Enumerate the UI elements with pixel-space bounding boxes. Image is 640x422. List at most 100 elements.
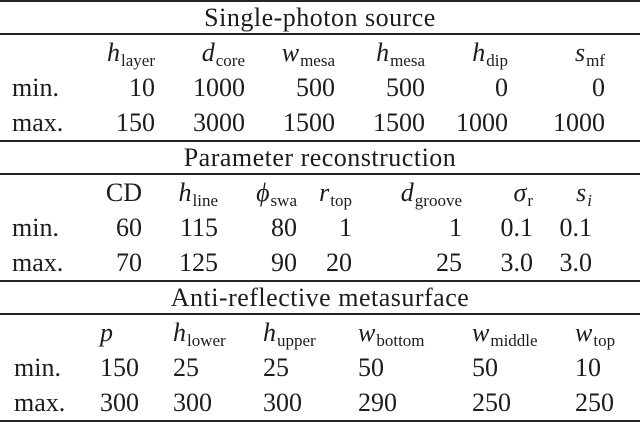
spacer-cell [605,105,640,140]
value-cell: 250 [575,387,614,417]
value-cell: 3.0 [500,247,534,277]
spacer-cell [592,210,640,245]
header-subscript: top [593,330,616,350]
col-header-w-top: wtop [575,315,640,350]
header-symbol: ϕ [256,177,270,207]
row-label: min. [12,212,59,242]
value-cell: 25 [436,247,462,277]
header-symbol: s [574,37,586,67]
value-cell: 50 [472,352,498,382]
header-symbol: w [281,37,300,67]
value-cell: 60 [116,212,142,242]
header-subscript: top [330,190,352,210]
header-row: hlayer dcore wmesa hmesa hdip smf [0,35,640,70]
col-header-r-top: rtop [297,175,352,210]
value-cell: 90 [271,247,297,277]
top-rule [0,0,640,2]
title-rule-3 [0,313,640,315]
value-cell: 25 [263,352,289,382]
header-symbol: d [201,37,215,67]
col-header-d-groove: dgroove [352,175,462,210]
header-subscript: r [527,190,533,210]
header-subscript: swa [270,190,297,210]
col-header-h-line: hline [142,175,219,210]
col-header-ϕ-swa: ϕswa [218,175,297,210]
header-symbol: w [358,317,376,347]
value-cell: 150 [116,107,155,137]
section-divider-rule-1 [0,140,640,142]
col-header-s-i: si [533,175,592,210]
data-row-min: min. 60 115 80 1 1 0.1 0.1 [0,210,640,245]
value-cell: 1 [339,212,352,242]
value-cell: 300 [100,387,139,417]
data-row-min: min. 10 1000 500 500 0 0 [0,70,640,105]
title-rule-2 [0,173,640,175]
value-cell: 1500 [283,107,335,137]
spacer-cell [592,175,640,210]
header-empty-cell [0,315,100,350]
value-cell: 115 [179,212,218,242]
table-parameter-reconstruction: CD hline ϕswa rtop dgroove σr si min. 60 115 80 1 1 0… [0,175,640,280]
col-header-h-lower: hlower [173,315,263,350]
value-cell: 70 [116,247,142,277]
value-cell: 3000 [193,107,245,137]
spacer-cell [605,70,640,105]
value-cell: 50 [358,352,384,382]
header-symbol: s [576,177,587,207]
header-symbol: w [472,317,490,347]
value-cell: 290 [358,387,397,417]
header-subscript: i [587,190,592,210]
value-cell: 500 [296,72,335,102]
header-symbol: h [263,317,276,347]
header-symbol: d [400,177,414,207]
col-header-w-bottom: wbottom [358,315,472,350]
value-cell: 300 [263,387,302,417]
data-row-max: max. 150 3000 1500 1500 1000 1000 [0,105,640,140]
col-header-w-middle: wmiddle [472,315,575,350]
col-header-cd: CD [68,175,142,210]
value-cell: 25 [173,352,199,382]
col-header-h-layer: hlayer [68,35,155,70]
col-header-d-core: dcore [155,35,245,70]
value-cell: 20 [326,247,352,277]
table-single-photon-source: hlayer dcore wmesa hmesa hdip smf min. 10 1000 50… [0,35,640,140]
row-label: max. [14,387,66,417]
header-subscript: layer [121,50,155,70]
col-header-σ-r: σr [462,175,534,210]
data-row-min: min. 150 25 25 50 50 10 [0,350,640,385]
header-subscript: mf [586,50,605,70]
value-cell: 0.1 [559,212,593,242]
value-cell: 1000 [456,107,508,137]
value-cell: 250 [472,387,511,417]
header-subscript: line [192,190,219,210]
col-header-h-dip: hdip [425,35,508,70]
header-symbol: h [173,317,186,347]
row-label: max. [12,247,64,277]
row-label: min. [14,352,61,382]
spacer-cell [605,35,640,70]
header-subscript: lower [187,330,226,350]
section-divider-rule-2 [0,280,640,282]
header-subscript: middle [490,330,538,350]
header-subscript: mesa [300,50,335,70]
data-row-max: max. 300 300 300 290 250 250 [0,385,640,420]
value-cell: 0 [592,72,605,102]
header-symbol: CD [105,177,142,207]
value-cell: 125 [179,247,218,277]
col-header-h-upper: hupper [263,315,358,350]
bottom-rule [0,420,640,422]
value-cell: 1000 [193,72,245,102]
header-symbol: h [107,37,121,67]
header-subscript: bottom [376,330,425,350]
col-header-h-mesa: hmesa [335,35,425,70]
header-symbol: σ [513,177,527,207]
header-symbol: h [376,37,390,67]
header-symbol: r [319,177,330,207]
header-subscript: upper [277,330,316,350]
header-symbol: w [575,317,593,347]
section-title-parameter-reconstruction: Parameter reconstruction [183,143,457,172]
section-title-anti-reflective-metasurface: Anti-reflective metasurface [170,283,470,312]
value-cell: 500 [386,72,425,102]
header-row: p hlower hupper wbottom wmiddle wtop [0,315,640,350]
